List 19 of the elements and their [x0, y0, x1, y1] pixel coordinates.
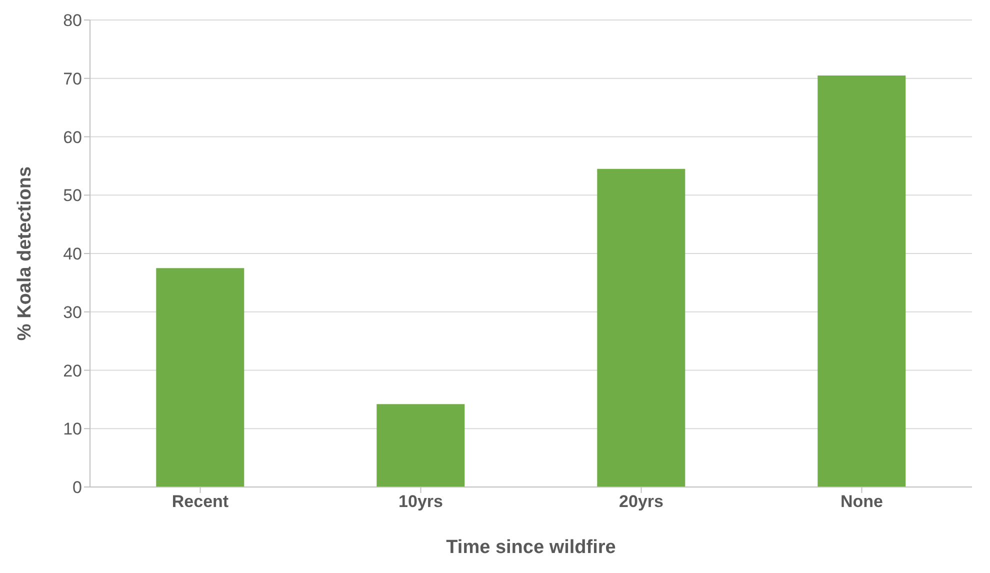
- bar: [597, 168, 686, 487]
- y-axis-title: % Koala detections: [14, 166, 36, 341]
- x-axis-title: Time since wildfire: [446, 537, 616, 558]
- y-tick-label: 50: [63, 186, 82, 206]
- x-tick-label: 20yrs: [619, 492, 664, 512]
- y-tick-label: 0: [72, 478, 82, 498]
- y-tick-label: 30: [63, 302, 82, 322]
- bar: [818, 75, 906, 487]
- bar: [376, 404, 465, 487]
- y-tick-label: 60: [63, 128, 82, 147]
- y-tick-label: 70: [63, 69, 82, 88]
- x-tick-label: Recent: [172, 492, 229, 512]
- y-tick-label: 10: [63, 420, 82, 439]
- y-tick-label: 40: [63, 244, 82, 264]
- y-tick-label: 20: [63, 361, 82, 380]
- x-tick-label: 10yrs: [398, 492, 443, 512]
- x-tick-label: None: [840, 492, 883, 512]
- bar: [156, 268, 244, 487]
- y-tick-label: 80: [63, 11, 82, 30]
